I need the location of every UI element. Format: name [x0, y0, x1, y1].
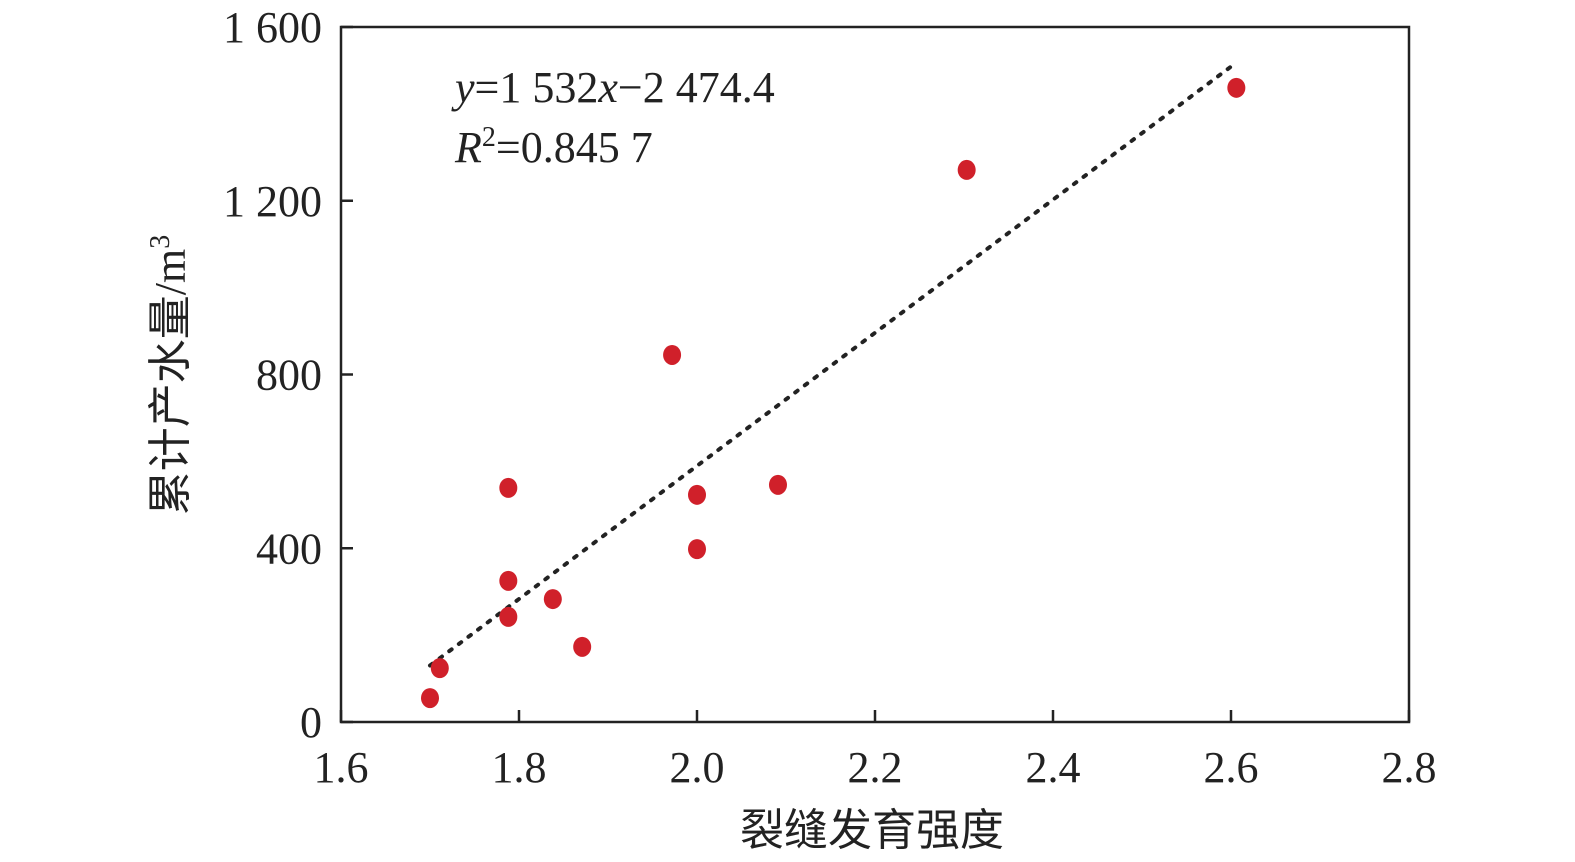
x-tick-label: 2.8 — [1382, 743, 1437, 792]
y-tick-label: 1 600 — [223, 3, 322, 52]
y-tick-label: 0 — [300, 698, 322, 747]
point — [499, 570, 518, 591]
x-tick-label: 2.0 — [670, 743, 725, 792]
x-tick-label: 2.2 — [848, 743, 903, 792]
eq-part: =1 532 — [475, 63, 599, 112]
point — [688, 484, 706, 505]
point — [499, 477, 518, 498]
y-axis-label-sup: 3 — [145, 235, 176, 249]
point — [957, 159, 976, 180]
point — [543, 589, 562, 610]
point — [688, 539, 706, 560]
point — [768, 474, 787, 495]
r2-part: =0.845 7 — [496, 123, 653, 172]
point — [499, 606, 518, 627]
y-tick-label: 800 — [256, 351, 322, 400]
x-tick-label: 2.4 — [1026, 743, 1081, 792]
point — [1227, 77, 1246, 98]
trendline — [428, 64, 1233, 668]
r2-part: 2 — [482, 122, 496, 153]
x-tick-label: 1.6 — [314, 743, 369, 792]
eq-part: x — [597, 63, 618, 112]
point — [573, 636, 592, 657]
point — [421, 688, 439, 709]
equation: y=1 532x−2 474.4 — [451, 63, 775, 112]
y-axis-label-text: 累计产水量/m — [146, 249, 195, 515]
r2-part: R — [454, 123, 482, 172]
r-squared: R2=0.845 7 — [454, 122, 653, 172]
eq-part: y — [451, 63, 475, 112]
y-axis-label: 累计产水量/m3 — [145, 235, 195, 515]
x-tick-label: 1.8 — [492, 743, 547, 792]
x-axis-label: 裂缝发育强度 — [740, 806, 1004, 855]
point — [663, 344, 682, 365]
x-tick-label: 2.6 — [1204, 743, 1259, 792]
y-tick-label: 400 — [256, 524, 322, 573]
y-tick-label: 1 200 — [223, 177, 322, 226]
eq-part: −2 474.4 — [618, 63, 775, 112]
point — [430, 658, 449, 679]
